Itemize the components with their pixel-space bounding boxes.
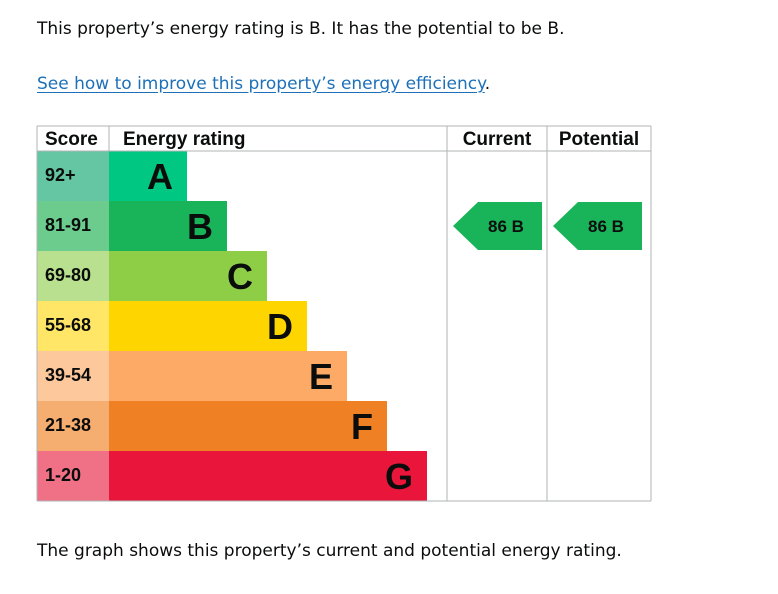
potential-rating-label: 86 B bbox=[588, 217, 624, 236]
rating-bar-b bbox=[109, 201, 227, 251]
chart-footnote: The graph shows this property’s current … bbox=[37, 541, 622, 561]
score-cell-f bbox=[37, 401, 109, 451]
rating-bar-c bbox=[109, 251, 267, 301]
score-label-b: 81-91 bbox=[45, 215, 91, 235]
score-column-header: Score bbox=[45, 129, 98, 150]
score-label-g: 1-20 bbox=[45, 465, 81, 485]
rating-letter-f: F bbox=[351, 406, 373, 447]
score-cell-d bbox=[37, 301, 109, 351]
rating-bar-e bbox=[109, 351, 347, 401]
improve-efficiency-paragraph: See how to improve this property’s energ… bbox=[37, 72, 490, 96]
score-cell-g bbox=[37, 451, 109, 501]
rating-bar-g bbox=[109, 451, 427, 501]
improve-link-suffix: . bbox=[484, 74, 491, 94]
rating-letter-e: E bbox=[309, 356, 333, 397]
score-cell-b bbox=[37, 201, 109, 251]
energy-rating-summary: This property’s energy rating is B. It h… bbox=[37, 19, 565, 39]
rating-letter-g: G bbox=[385, 456, 413, 497]
score-label-a: 92+ bbox=[45, 165, 76, 185]
rating-bar-f bbox=[109, 401, 387, 451]
rating-letter-a: A bbox=[147, 156, 173, 197]
score-label-c: 69-80 bbox=[45, 265, 91, 285]
score-cell-a bbox=[37, 151, 109, 201]
rating-letter-d: D bbox=[267, 306, 293, 347]
rating-letter-b: B bbox=[187, 206, 213, 247]
rating-letter-c: C bbox=[227, 256, 253, 297]
score-label-d: 55-68 bbox=[45, 315, 91, 335]
score-label-e: 39-54 bbox=[45, 365, 91, 385]
potential-rating-arrow bbox=[553, 202, 642, 250]
current-column-header: Current bbox=[463, 129, 532, 150]
energy-rating-column-header: Energy rating bbox=[123, 129, 245, 150]
current-rating-label: 86 B bbox=[488, 217, 524, 236]
score-cell-c bbox=[37, 251, 109, 301]
score-label-f: 21-38 bbox=[45, 415, 91, 435]
current-rating-arrow bbox=[453, 202, 542, 250]
score-cell-e bbox=[37, 351, 109, 401]
rating-bar-a bbox=[109, 151, 187, 201]
improve-efficiency-link[interactable]: See how to improve this property’s energ… bbox=[37, 74, 485, 94]
potential-column-header: Potential bbox=[559, 129, 639, 150]
rating-bar-d bbox=[109, 301, 307, 351]
